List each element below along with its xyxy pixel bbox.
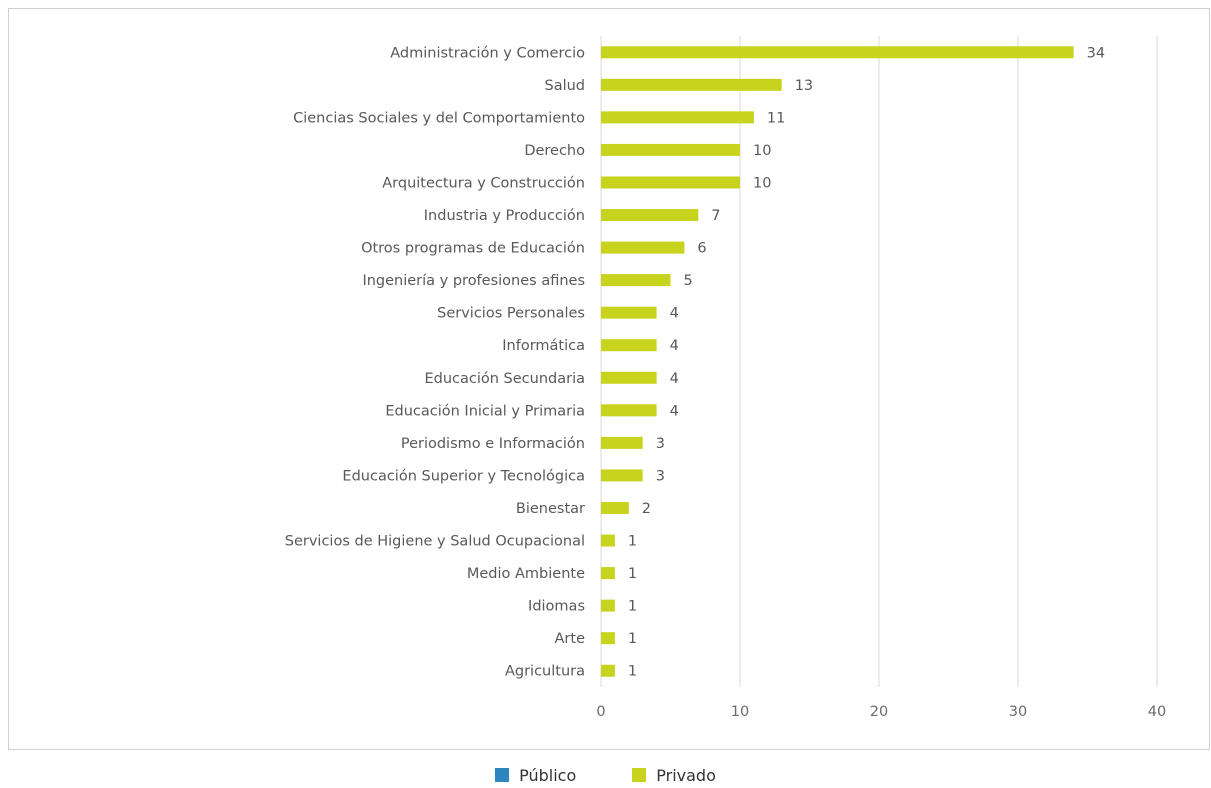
data-label: 1: [628, 631, 637, 647]
legend-swatch-publico: [495, 768, 510, 782]
legend: Público Privado: [0, 762, 1211, 788]
category-labels: Administración y Comercio Salud Ciencias S…: [285, 45, 585, 679]
legend-label-publico: Público: [519, 765, 577, 785]
bar-privado[interactable]: [601, 339, 657, 352]
category-label: Servicios Personales: [437, 306, 585, 322]
data-label: 1: [628, 599, 637, 615]
category-label: Otros programas de Educación: [361, 241, 585, 257]
data-label: 10: [753, 143, 771, 159]
legend-label-privado: Privado: [656, 765, 716, 785]
gridlines: [600, 36, 1158, 687]
category-label: Derecho: [524, 143, 585, 159]
bar-privado[interactable]: [601, 176, 740, 189]
category-label: Informática: [502, 338, 585, 354]
bar-privado[interactable]: [601, 664, 615, 677]
bar-privado[interactable]: [601, 599, 615, 612]
category-label: Educación Inicial y Primaria: [385, 403, 585, 419]
category-label: Agricultura: [505, 664, 585, 680]
bar-privado[interactable]: [601, 632, 615, 645]
bar-privado[interactable]: [601, 241, 685, 254]
data-label: 4: [670, 403, 679, 419]
category-label: Industria y Producción: [424, 208, 585, 224]
data-label: 1: [628, 534, 637, 550]
data-label: 11: [767, 110, 785, 126]
x-tick-label: 40: [1148, 704, 1166, 720]
data-label: 6: [697, 241, 706, 257]
bar-privado[interactable]: [601, 534, 615, 547]
data-label: 34: [1087, 45, 1105, 61]
category-label: Salud: [544, 78, 585, 94]
category-label: Servicios de Higiene y Salud Ocupacional: [285, 534, 585, 550]
data-label: 5: [684, 273, 693, 289]
data-label: 2: [642, 501, 651, 517]
category-label: Medio Ambiente: [467, 566, 585, 582]
bars: [601, 46, 1074, 677]
category-label: Arquitectura y Construcción: [382, 175, 585, 191]
bar-privado[interactable]: [601, 306, 657, 319]
x-axis-ticks: 0 10 20 30 40: [596, 704, 1166, 720]
bar-privado[interactable]: [601, 501, 629, 514]
data-label: 1: [628, 664, 637, 680]
x-tick-label: 0: [596, 704, 605, 720]
category-label: Bienestar: [516, 501, 585, 517]
x-tick-label: 20: [870, 704, 888, 720]
legend-item-publico[interactable]: Público: [495, 766, 576, 785]
bar-privado[interactable]: [601, 46, 1074, 59]
bar-privado[interactable]: [601, 209, 699, 222]
category-label: Idiomas: [528, 599, 585, 615]
x-tick-label: 10: [731, 704, 749, 720]
category-label: Ciencias Sociales y del Comportamiento: [293, 110, 585, 126]
bar-privado[interactable]: [601, 436, 643, 449]
data-label: 4: [670, 306, 679, 322]
bar-privado[interactable]: [601, 111, 754, 124]
legend-item-privado[interactable]: Privado: [632, 766, 716, 785]
bar-privado[interactable]: [601, 404, 657, 417]
bar-privado[interactable]: [601, 469, 643, 482]
x-tick-label: 30: [1009, 704, 1027, 720]
category-label: Ingeniería y profesiones afines: [362, 273, 585, 289]
bar-privado[interactable]: [601, 567, 615, 580]
data-label: 3: [656, 436, 665, 452]
category-label: Educación Superior y Tecnológica: [342, 468, 585, 484]
bar-privado[interactable]: [601, 143, 740, 156]
data-label: 4: [670, 371, 679, 387]
category-label: Periodismo e Información: [401, 436, 585, 452]
data-label: 1: [628, 566, 637, 582]
bar-privado[interactable]: [601, 371, 657, 384]
bar-privado[interactable]: [601, 274, 671, 287]
category-label: Arte: [555, 631, 586, 647]
data-label: 7: [711, 208, 720, 224]
data-label: 13: [795, 78, 813, 94]
category-label: Educación Secundaria: [424, 371, 585, 387]
legend-swatch-privado: [632, 768, 647, 782]
category-label: Administración y Comercio: [390, 45, 585, 61]
bar-privado[interactable]: [601, 78, 782, 91]
data-label: 10: [753, 175, 771, 191]
data-label: 3: [656, 468, 665, 484]
data-label: 4: [670, 338, 679, 354]
